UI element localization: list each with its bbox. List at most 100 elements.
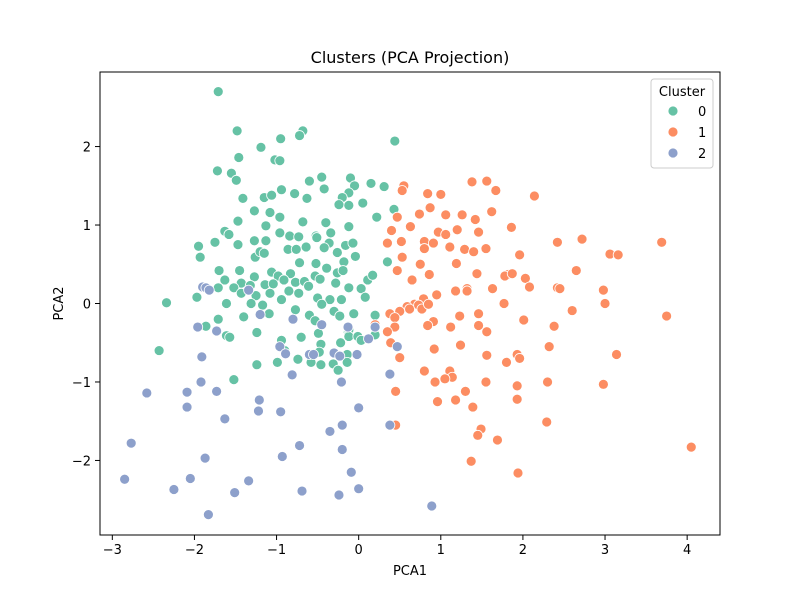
scatter-point-cluster-0 [237,192,249,204]
scatter-point-cluster-0 [343,200,355,211]
scatter-point-cluster-0 [212,165,223,177]
scatter-point-cluster-1 [469,214,481,225]
scatter-point-cluster-0 [193,240,204,252]
scatter-point-cluster-1 [552,236,563,248]
scatter-point-cluster-1 [389,312,401,324]
scatter-point-cluster-1 [541,416,553,428]
x-tick-label: 1 [437,543,445,558]
scatter-point-cluster-0 [341,356,353,368]
scatter-point-cluster-0 [336,294,347,305]
scatter-point-cluster-2 [286,369,298,381]
scatter-point-cluster-0 [371,211,383,223]
scatter-point-cluster-1 [514,353,526,364]
legend: Cluster 0 1 2 [650,78,714,169]
scatter-point-cluster-1 [490,185,502,196]
x-tick-label: 0 [355,543,363,558]
scatter-point-cluster-0 [228,374,240,386]
scatter-point-cluster-1 [445,321,457,333]
scatter-point-cluster-1 [506,221,517,233]
scatter-point-cluster-0 [369,309,381,321]
scatter-point-cluster-1 [480,376,492,388]
scatter-point-cluster-1 [481,326,493,338]
scatter-point-cluster-0 [348,308,360,320]
scatter-point-cluster-1 [423,269,435,280]
scatter-point-cluster-1 [473,226,484,238]
scatter-point-cluster-0 [292,353,304,365]
scatter-point-cluster-0 [267,278,279,290]
scatter-point-cluster-1 [542,376,553,388]
scatter-point-cluster-1 [444,241,456,253]
scatter-point-cluster-1 [391,211,403,223]
scatter-point-cluster-0 [284,230,296,242]
legend-label: 0 [698,105,706,120]
scatter-point-cluster-1 [487,283,498,294]
scatter-point-cluster-0 [357,197,369,209]
scatter-point-cluster-0 [213,265,225,276]
scatter-point-cluster-1 [386,225,397,236]
scatter-point-cluster-0 [257,299,268,311]
scatter-point-cluster-0 [367,269,379,281]
scatter-point-cluster-1 [501,356,512,368]
scatter-point-cluster-0 [232,239,244,251]
scatter-point-cluster-0 [293,287,305,299]
scatter-point-cluster-0 [274,227,286,239]
scatter-point-cluster-1 [529,190,540,202]
scatter-point-cluster-0 [289,188,301,200]
scatter-point-cluster-2 [192,321,204,333]
scatter-point-cluster-0 [318,183,330,195]
scatter-point-cluster-1 [454,310,466,322]
scatter-point-cluster-1 [661,310,673,322]
scatter-point-cluster-2 [202,509,214,520]
scatter-point-cluster-2 [369,321,381,333]
scatter-point-cluster-0 [303,280,314,292]
scatter-point-cluster-1 [405,221,416,232]
legend-marker [667,126,679,138]
scatter-point-cluster-2 [287,313,299,325]
scatter-point-cluster-0 [238,311,250,323]
scatter-point-cluster-0 [325,227,337,239]
scatter-point-cluster-1 [576,233,588,245]
scatter-point-cluster-2 [253,405,264,417]
scatter-point-cluster-0 [324,294,336,305]
scatter-point-cluster-2 [254,309,266,320]
scatter-point-cluster-0 [228,282,240,294]
scatter-point-cluster-0 [304,175,315,187]
scatter-point-cluster-0 [315,359,327,371]
scatter-point-cluster-1 [471,268,483,280]
scatter-point-cluster-0 [219,274,231,286]
scatter-point-cluster-1 [394,352,406,364]
scatter-point-cluster-1 [422,320,434,331]
scatter-point-cluster-2 [199,452,211,464]
scatter-point-cluster-1 [472,429,484,441]
scatter-point-cluster-0 [343,282,355,294]
scatter-point-cluster-2 [345,466,357,478]
scatter-point-cluster-0 [194,251,206,263]
scatter-point-cluster-1 [414,208,425,220]
scatter-point-cluster-0 [334,310,346,322]
scatter-point-cluster-0 [290,304,301,316]
scatter-point-cluster-1 [506,268,518,280]
scatter-point-cluster-0 [234,265,246,276]
scatter-point-cluster-1 [466,176,478,188]
scatter-point-cluster-1 [486,206,498,218]
scatter-point-cluster-1 [473,320,484,331]
scatter-point-cluster-2 [141,387,153,399]
scatter-point-cluster-1 [428,343,440,355]
scatter-point-cluster-0 [311,232,323,243]
scatter-point-cluster-0 [333,199,345,211]
scatter-point-cluster-2 [229,487,241,499]
scatter-point-cluster-0 [266,189,278,201]
scatter-point-cluster-1 [396,251,408,263]
scatter-point-cluster-0 [153,345,165,356]
scatter-point-cluster-1 [473,308,484,320]
scatter-point-cluster-1 [390,385,402,397]
scatter-point-cluster-0 [365,178,377,189]
scatter-point-cluster-0 [209,236,221,248]
scatter-point-cluster-2 [219,413,231,425]
scatter-point-cluster-1 [461,285,473,297]
scatter-point-cluster-0 [295,331,307,343]
scatter-point-cluster-0 [293,231,305,243]
scatter-point-cluster-1 [481,349,493,361]
scatter-point-cluster-0 [212,282,224,294]
scatter-point-cluster-1 [543,341,555,353]
